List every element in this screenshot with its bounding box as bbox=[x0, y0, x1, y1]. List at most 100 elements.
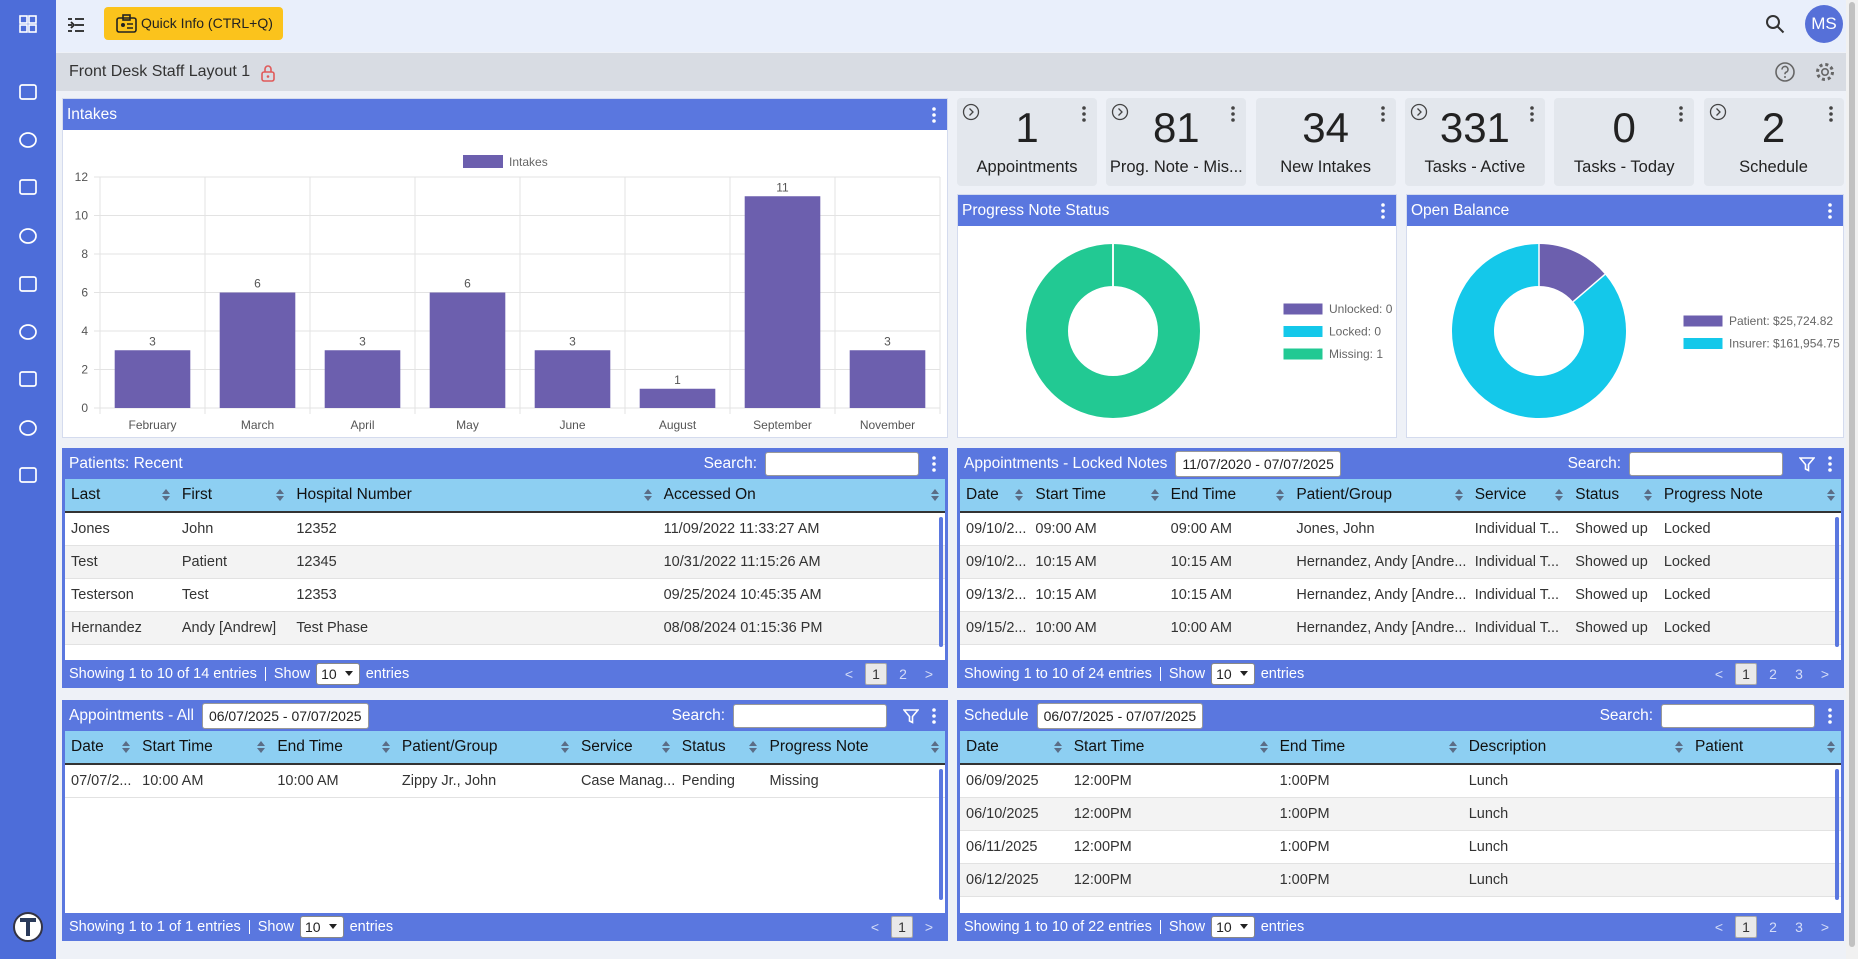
column-header[interactable]: End Time bbox=[271, 731, 396, 764]
column-header[interactable]: Start Time bbox=[1068, 731, 1274, 764]
sidebar-icon[interactable] bbox=[18, 465, 38, 485]
table-scrollbar[interactable] bbox=[939, 517, 943, 647]
open-icon[interactable] bbox=[1410, 103, 1428, 121]
kpi-card[interactable]: 2Schedule bbox=[1704, 98, 1844, 186]
open-icon[interactable] bbox=[1111, 103, 1129, 121]
table-row[interactable]: 06/09/202512:00PM1:00PMLunch bbox=[960, 765, 1841, 798]
column-header[interactable]: Last bbox=[65, 479, 176, 512]
table-scrollbar[interactable] bbox=[1835, 517, 1839, 647]
page-button[interactable]: 3 bbox=[1789, 664, 1809, 684]
column-header[interactable]: End Time bbox=[1274, 731, 1463, 764]
kpi-card[interactable]: 81Prog. Note - Mis... bbox=[1106, 98, 1246, 186]
table-row[interactable]: 09/15/2...10:00 AM10:00 AMHernandez, And… bbox=[960, 612, 1841, 645]
sidebar-icon[interactable] bbox=[18, 274, 38, 294]
sidebar-icon[interactable] bbox=[18, 322, 38, 342]
date-range-input[interactable]: 06/07/2025 - 07/07/2025 bbox=[202, 703, 369, 729]
column-header[interactable]: Service bbox=[1469, 479, 1570, 512]
help-icon[interactable] bbox=[1774, 61, 1796, 83]
date-range-input[interactable]: 06/07/2025 - 07/07/2025 bbox=[1037, 703, 1204, 729]
table-row[interactable]: HernandezAndy [Andrew]Test Phase08/08/20… bbox=[65, 612, 945, 645]
column-header[interactable]: End Time bbox=[1165, 479, 1291, 512]
sidebar-icon[interactable] bbox=[18, 130, 38, 150]
next-page[interactable]: > bbox=[919, 664, 939, 684]
more-menu[interactable] bbox=[1674, 104, 1688, 124]
kpi-card[interactable]: 34New Intakes bbox=[1256, 98, 1396, 186]
page-length-select[interactable]: 10 bbox=[1211, 916, 1255, 938]
table-scrollbar[interactable] bbox=[939, 769, 943, 900]
more-menu[interactable] bbox=[1823, 454, 1837, 474]
table-row[interactable]: 09/10/2...10:15 AM10:15 AMHernandez, And… bbox=[960, 546, 1841, 579]
app-logo[interactable] bbox=[12, 911, 44, 943]
column-header[interactable]: Description bbox=[1463, 731, 1689, 764]
search-input[interactable] bbox=[1629, 452, 1783, 476]
sidebar-icon[interactable] bbox=[18, 226, 38, 246]
date-range-input[interactable]: 11/07/2020 - 07/07/2025 bbox=[1175, 451, 1341, 477]
prev-page[interactable]: < bbox=[839, 664, 859, 684]
column-header[interactable]: Progress Note bbox=[1658, 479, 1841, 512]
more-menu[interactable] bbox=[927, 105, 941, 125]
column-header[interactable]: Patient/Group bbox=[1290, 479, 1468, 512]
prev-page[interactable]: < bbox=[1709, 664, 1729, 684]
search-input[interactable] bbox=[765, 452, 919, 476]
kpi-card[interactable]: 1Appointments bbox=[957, 98, 1097, 186]
column-header[interactable]: Start Time bbox=[136, 731, 271, 764]
sidebar-icon[interactable] bbox=[18, 14, 38, 34]
more-menu[interactable] bbox=[1823, 706, 1837, 726]
more-menu[interactable] bbox=[1525, 104, 1539, 124]
next-page[interactable]: > bbox=[1815, 917, 1835, 937]
column-header[interactable]: Service bbox=[575, 731, 676, 764]
table-row[interactable]: 06/10/202512:00PM1:00PMLunch bbox=[960, 798, 1841, 831]
page-button[interactable]: 2 bbox=[1763, 664, 1783, 684]
table-row[interactable]: 06/12/202512:00PM1:00PMLunch bbox=[960, 864, 1841, 897]
next-page[interactable]: > bbox=[919, 917, 939, 937]
page-button[interactable]: 2 bbox=[1763, 917, 1783, 937]
search-input[interactable] bbox=[733, 704, 887, 728]
open-icon[interactable] bbox=[962, 103, 980, 121]
page-length-select[interactable]: 10 bbox=[1211, 663, 1255, 685]
column-header[interactable]: First bbox=[176, 479, 290, 512]
scroll-thumb[interactable] bbox=[1849, 2, 1855, 947]
menu-toggle[interactable] bbox=[66, 15, 86, 35]
column-header[interactable]: Progress Note bbox=[763, 731, 945, 764]
more-menu[interactable] bbox=[1077, 104, 1091, 124]
page-button[interactable]: 1 bbox=[1735, 916, 1757, 938]
search-icon[interactable] bbox=[1765, 14, 1785, 34]
more-menu[interactable] bbox=[1376, 201, 1390, 221]
prev-page[interactable]: < bbox=[865, 917, 885, 937]
column-header[interactable]: Date bbox=[960, 479, 1029, 512]
next-page[interactable]: > bbox=[1815, 664, 1835, 684]
search-input[interactable] bbox=[1661, 704, 1815, 728]
more-menu[interactable] bbox=[1824, 104, 1838, 124]
column-header[interactable]: Status bbox=[1569, 479, 1658, 512]
kpi-card[interactable]: 331Tasks - Active bbox=[1405, 98, 1545, 186]
kpi-card[interactable]: 0Tasks - Today bbox=[1554, 98, 1694, 186]
page-button[interactable]: 1 bbox=[1735, 663, 1757, 685]
column-header[interactable]: Hospital Number bbox=[290, 479, 657, 512]
page-length-select[interactable]: 10 bbox=[300, 916, 344, 938]
column-header[interactable]: Accessed On bbox=[658, 479, 945, 512]
table-row[interactable]: 06/11/202512:00PM1:00PMLunch bbox=[960, 831, 1841, 864]
table-row[interactable]: 09/10/2...09:00 AM09:00 AMJones, JohnInd… bbox=[960, 513, 1841, 546]
more-menu[interactable] bbox=[1226, 104, 1240, 124]
column-header[interactable]: Status bbox=[676, 731, 764, 764]
table-scrollbar[interactable] bbox=[1835, 769, 1839, 900]
page-button[interactable]: 3 bbox=[1789, 917, 1809, 937]
table-row[interactable]: 09/13/2...10:15 AM10:15 AMHernandez, And… bbox=[960, 579, 1841, 612]
filter-button[interactable] bbox=[903, 708, 919, 724]
column-header[interactable]: Start Time bbox=[1029, 479, 1164, 512]
page-button[interactable]: 1 bbox=[891, 916, 913, 938]
column-header[interactable]: Patient bbox=[1689, 731, 1841, 764]
user-avatar[interactable]: MS bbox=[1805, 5, 1843, 43]
table-row[interactable]: TestersonTest1235309/25/2024 10:45:35 AM bbox=[65, 579, 945, 612]
sidebar-icon[interactable] bbox=[18, 418, 38, 438]
page-length-select[interactable]: 10 bbox=[316, 663, 360, 685]
sidebar-icon[interactable] bbox=[18, 369, 38, 389]
column-header[interactable]: Patient/Group bbox=[396, 731, 575, 764]
table-row[interactable]: 07/07/2...10:00 AM10:00 AMZippy Jr., Joh… bbox=[65, 765, 945, 798]
table-row[interactable]: TestPatient1234510/31/2022 11:15:26 AM bbox=[65, 546, 945, 579]
more-menu[interactable] bbox=[927, 706, 941, 726]
open-icon[interactable] bbox=[1709, 103, 1727, 121]
column-header[interactable]: Date bbox=[65, 731, 136, 764]
more-menu[interactable] bbox=[927, 454, 941, 474]
more-menu[interactable] bbox=[1823, 201, 1837, 221]
